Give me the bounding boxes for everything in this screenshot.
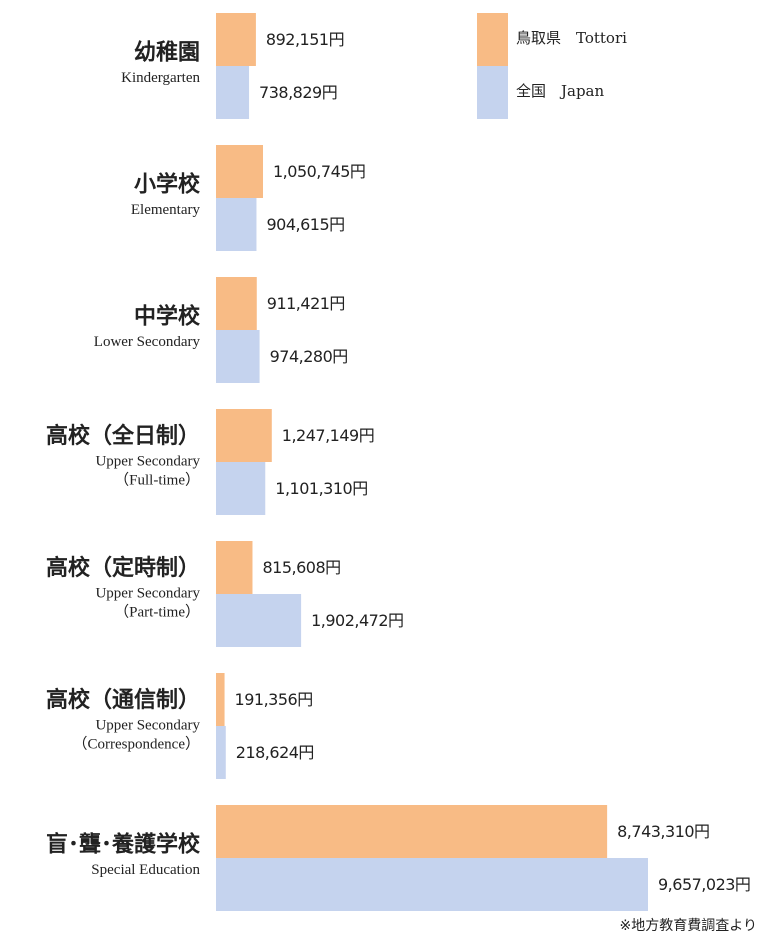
legend-label: 全国 Japan	[516, 82, 605, 100]
bar	[216, 594, 302, 647]
bar	[216, 330, 260, 383]
bar	[216, 198, 257, 251]
legend-label: 鳥取県 Tottori	[516, 29, 627, 47]
bar	[216, 673, 225, 726]
value-label: 8,743,310円	[617, 822, 709, 841]
category-note: （Full-time）	[114, 471, 200, 488]
category-note: Upper Secondary	[95, 585, 200, 601]
value-label: 974,280円	[270, 347, 348, 366]
category-note: Kindergarten	[121, 70, 200, 86]
value-label: 738,829円	[259, 83, 337, 102]
category-note: Elementary	[131, 202, 201, 218]
legend-swatch	[477, 13, 508, 66]
value-label: 1,247,149円	[282, 426, 374, 445]
category-label: 中学校	[134, 304, 201, 330]
value-label: 191,356円	[235, 690, 313, 709]
bar	[216, 541, 253, 594]
category-note: Upper Secondary	[95, 453, 200, 469]
value-label: 9,657,023円	[658, 875, 750, 894]
category-label: 幼稚園	[134, 40, 200, 66]
category-note: Upper Secondary	[95, 717, 200, 733]
category-label: 盲･聾･養護学校	[46, 832, 201, 858]
value-label: 1,101,310円	[275, 479, 367, 498]
bar	[216, 805, 608, 858]
category-note: （Part-time）	[114, 603, 200, 620]
value-label: 892,151円	[266, 30, 344, 49]
category-label: 高校（全日制）	[46, 423, 200, 449]
bar	[216, 462, 266, 515]
category-label: 高校（定時制）	[46, 555, 200, 581]
category-label: 小学校	[134, 172, 201, 198]
bar	[216, 409, 272, 462]
legend-swatch	[477, 66, 508, 119]
value-label: 911,421円	[267, 294, 345, 313]
bar	[216, 726, 226, 779]
source-note: ※地方教育費調査より	[620, 918, 757, 934]
category-note: （Correspondence）	[73, 735, 200, 752]
value-label: 1,902,472円	[311, 611, 403, 630]
value-label: 904,615円	[266, 215, 344, 234]
bar	[216, 858, 648, 911]
category-note: Lower Secondary	[94, 334, 201, 350]
value-label: 815,608円	[262, 558, 340, 577]
category-note: Special Education	[91, 862, 200, 878]
value-label: 218,624円	[236, 743, 314, 762]
bar	[216, 277, 257, 330]
value-label: 1,050,745円	[273, 162, 365, 181]
bar	[216, 145, 264, 198]
category-label: 高校（通信制）	[46, 687, 200, 713]
bar	[216, 66, 250, 119]
bar	[216, 13, 256, 66]
